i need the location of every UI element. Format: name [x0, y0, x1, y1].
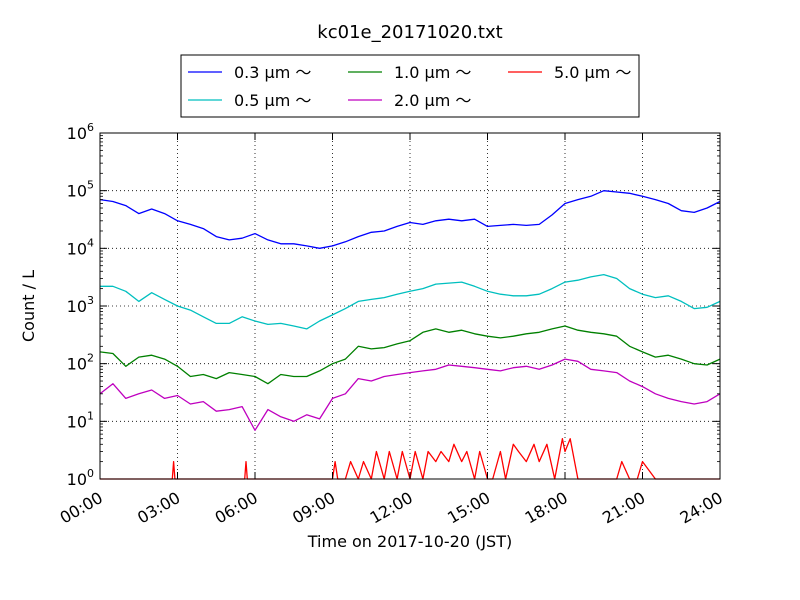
legend-label-3: 2.0 μm ～ [394, 91, 471, 110]
y-tick-label-2: 102 [67, 352, 94, 374]
x-tick-label-3: 09:00 [289, 488, 338, 528]
legend: 0.3 μm ～ 0.5 μm ～ 1.0 μm ～ 2.0 μm ～ 5.0 μm ～ [180, 54, 640, 118]
x-tick-label-2: 06:00 [212, 488, 261, 528]
x-axis-label: Time on 2017-10-20 (JST) [307, 532, 512, 551]
y-tick-label-5: 105 [67, 179, 94, 201]
series-line-1 [100, 273, 721, 330]
x-tick-label-1: 03:00 [134, 488, 183, 528]
legend-label-4: 5.0 μm ～ [554, 63, 631, 82]
legend-box [180, 54, 640, 118]
legend-label-0: 0.3 μm ～ [234, 63, 311, 82]
legend-label-2: 1.0 μm ～ [394, 63, 471, 82]
x-tick-label-5: 15:00 [444, 488, 493, 528]
series-line-2 [99, 325, 721, 385]
y-tick-label-4: 104 [67, 236, 94, 258]
x-tick-label-7: 21:00 [599, 488, 648, 528]
x-tick-label-4: 12:00 [367, 488, 416, 528]
y-axis-label: Count / L [19, 270, 38, 342]
x-tick-label-8: 24:00 [677, 488, 726, 528]
series-line-3 [99, 358, 721, 431]
grid-lines [100, 133, 720, 479]
axes: 100 101 102 103 104 105 106 00:00 03:00 06:00 09:0… [57, 121, 726, 528]
y-tick-label-6: 106 [67, 121, 94, 143]
y-tick-label-3: 103 [67, 294, 94, 316]
y-tick-label-0: 100 [67, 467, 94, 489]
chart-title: kc01e_20171020.txt [317, 22, 502, 43]
legend-label-1: 0.5 μm ～ [234, 91, 311, 110]
x-tick-label-0: 00:00 [57, 488, 106, 528]
y-tick-label-1: 101 [67, 409, 94, 431]
x-tick-label-6: 18:00 [522, 488, 571, 528]
series-line-0 [99, 190, 721, 249]
